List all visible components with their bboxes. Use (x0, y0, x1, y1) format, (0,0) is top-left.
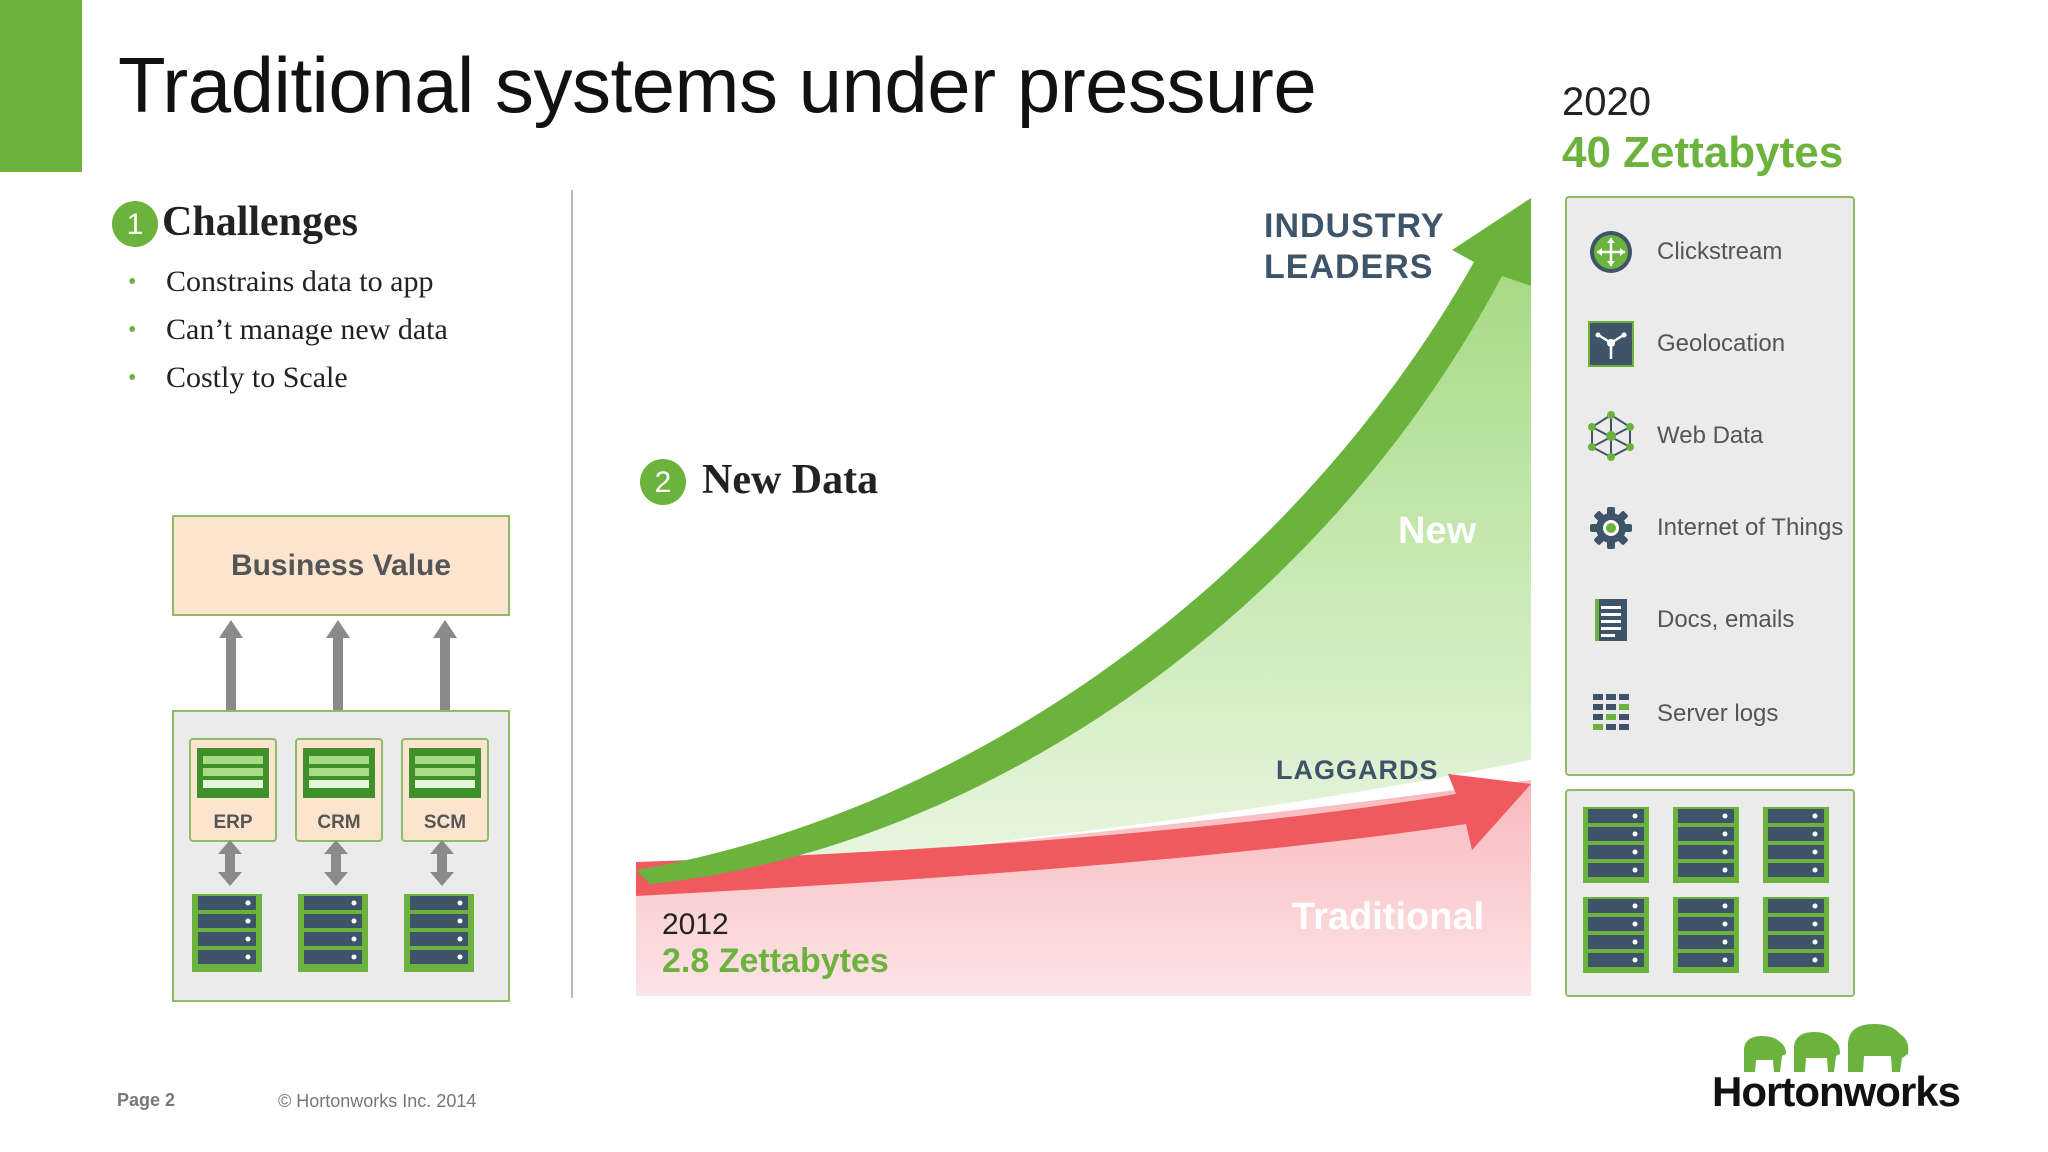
source-label: Clickstream (1657, 238, 1783, 265)
database-icon (298, 894, 368, 972)
architecture-connectors (219, 620, 457, 748)
new-data-heading: New Data (702, 457, 879, 503)
traditional-label: Traditional (1292, 896, 1485, 938)
database-icon (192, 894, 262, 972)
data-growth-graphic (636, 198, 1531, 996)
source-item-clickstream: Clickstream (1585, 222, 1782, 282)
end-year: 2020 (1562, 80, 1651, 124)
web-data-icon (1585, 410, 1637, 462)
app-window-icon (303, 748, 375, 798)
app-box-crm: CRM (295, 738, 383, 842)
server-icon (1583, 897, 1649, 973)
slide-title: Traditional systems under pressure (118, 41, 1317, 129)
app-label: ERP (213, 812, 253, 833)
server-icon (1763, 897, 1829, 973)
bidirectional-arrow (324, 840, 348, 886)
source-item-web-data: Web Data (1585, 406, 1763, 466)
database-stacks (192, 894, 474, 972)
start-year: 2012 (662, 908, 729, 941)
value-arrow (326, 620, 350, 748)
database-icon (404, 894, 474, 972)
source-label: Internet of Things (1657, 514, 1844, 541)
server-grid (1583, 807, 1829, 973)
source-item-server-logs: Server logs (1585, 684, 1778, 744)
end-volume: 40 Zettabytes (1562, 128, 1844, 177)
accent-bar (0, 0, 82, 172)
source-item-geolocation: Geolocation (1585, 314, 1785, 374)
challenges-list: • Constrains data to app • Can’t manage ne… (128, 258, 448, 402)
challenge-item: • Constrains data to app (128, 265, 434, 298)
laggards-arrow (636, 774, 1531, 896)
source-label: Docs, emails (1657, 606, 1795, 633)
start-volume: 2.8 Zettabytes (662, 942, 889, 980)
bidirectional-arrow (430, 840, 454, 886)
app-box-scm: SCM (401, 738, 489, 842)
new-data-badge: 2 (640, 459, 686, 505)
business-value-box: Business Value (172, 515, 510, 616)
source-label: Web Data (1657, 422, 1764, 449)
app-label: SCM (423, 812, 467, 833)
document-icon (1585, 594, 1637, 646)
server-icon (1673, 807, 1739, 883)
source-label: Geolocation (1657, 330, 1786, 357)
copyright: © Hortonworks Inc. 2014 (278, 1091, 477, 1111)
geolocation-icon (1585, 318, 1637, 370)
value-arrow (219, 620, 243, 748)
value-arrow (433, 620, 457, 748)
new-data-area (636, 200, 1531, 878)
data-sources-panel: Clickstream Geolocation (1565, 196, 1855, 776)
gear-icon (1585, 502, 1637, 554)
challenge-item: • Can’t manage new data (128, 313, 448, 346)
clickstream-icon (1585, 226, 1637, 278)
app-label: CRM (317, 812, 361, 833)
source-item-docs-emails: Docs, emails (1585, 590, 1794, 650)
app-box-erp: ERP (189, 738, 277, 842)
new-label: New (1398, 510, 1477, 552)
section-divider (571, 190, 573, 998)
page-number: Page 2 (117, 1090, 176, 1110)
source-label: Server logs (1657, 700, 1779, 727)
challenges-heading: Challenges (162, 199, 359, 245)
app-window-icon (197, 748, 269, 798)
bidirectional-arrow (218, 840, 242, 886)
server-logs-icon (1585, 688, 1637, 740)
logo-wordmark: Hortonworks (1712, 1068, 1961, 1115)
server-icon (1673, 897, 1739, 973)
hadoop-cluster-panel (1565, 789, 1855, 997)
challenges-badge: 1 (112, 201, 158, 247)
app-storage-links (218, 840, 454, 886)
hortonworks-elephants-logo (1744, 1024, 1909, 1072)
server-icon (1763, 807, 1829, 883)
laggards-label: LAGGARDS (1276, 755, 1439, 785)
app-window-icon (409, 748, 481, 798)
source-item-internet-of-things: Internet of Things (1585, 498, 1843, 558)
server-icon (1583, 807, 1649, 883)
industry-leaders-label: INDUSTRY LEADERS (1264, 207, 1445, 286)
challenge-item: • Costly to Scale (128, 361, 348, 394)
